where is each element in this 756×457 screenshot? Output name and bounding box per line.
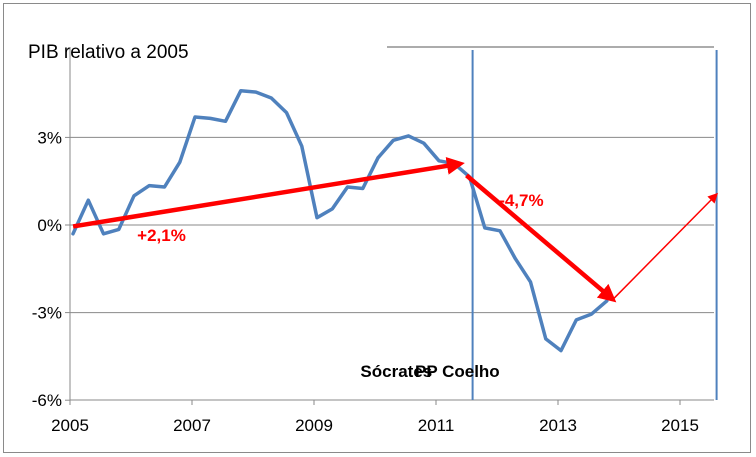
- trend-label: -4,7%: [499, 191, 543, 210]
- series-line: [71, 88, 609, 353]
- trend-label: +2,1%: [137, 226, 186, 245]
- trend-arrows: [72, 156, 719, 303]
- x-tick-label: 2011: [418, 416, 455, 435]
- trend-arrow: [72, 156, 465, 229]
- x-tick-label: 2005: [51, 416, 89, 435]
- y-tick-label: -3%: [32, 304, 62, 323]
- x-tick-labels: 2005 2007 2009 2011 2013 2015: [51, 400, 699, 435]
- series-layer: [71, 88, 609, 353]
- grid-lines: [70, 46, 714, 314]
- chart-frame: [3, 3, 751, 453]
- y-tick-label: 3%: [37, 128, 62, 147]
- x-tick-label: 2007: [173, 416, 211, 435]
- period-label: Sócrates: [360, 362, 432, 381]
- trend-arrow: [465, 173, 617, 303]
- y-tick-label: -6%: [32, 391, 62, 410]
- x-tick-label: 2009: [295, 416, 333, 435]
- x-tick-label: 2013: [539, 416, 577, 435]
- chart-title: PIB relativo a 2005: [28, 42, 189, 63]
- period-label: PP Coelho: [415, 362, 500, 381]
- y-tick-label: 0%: [37, 216, 62, 235]
- recovery-arrow: [612, 192, 719, 300]
- axes: [69, 47, 714, 401]
- y-tick-labels: 3% 0% -3% -6%: [32, 128, 70, 410]
- period-markers: [471, 50, 718, 400]
- x-tick-label: 2015: [661, 416, 699, 435]
